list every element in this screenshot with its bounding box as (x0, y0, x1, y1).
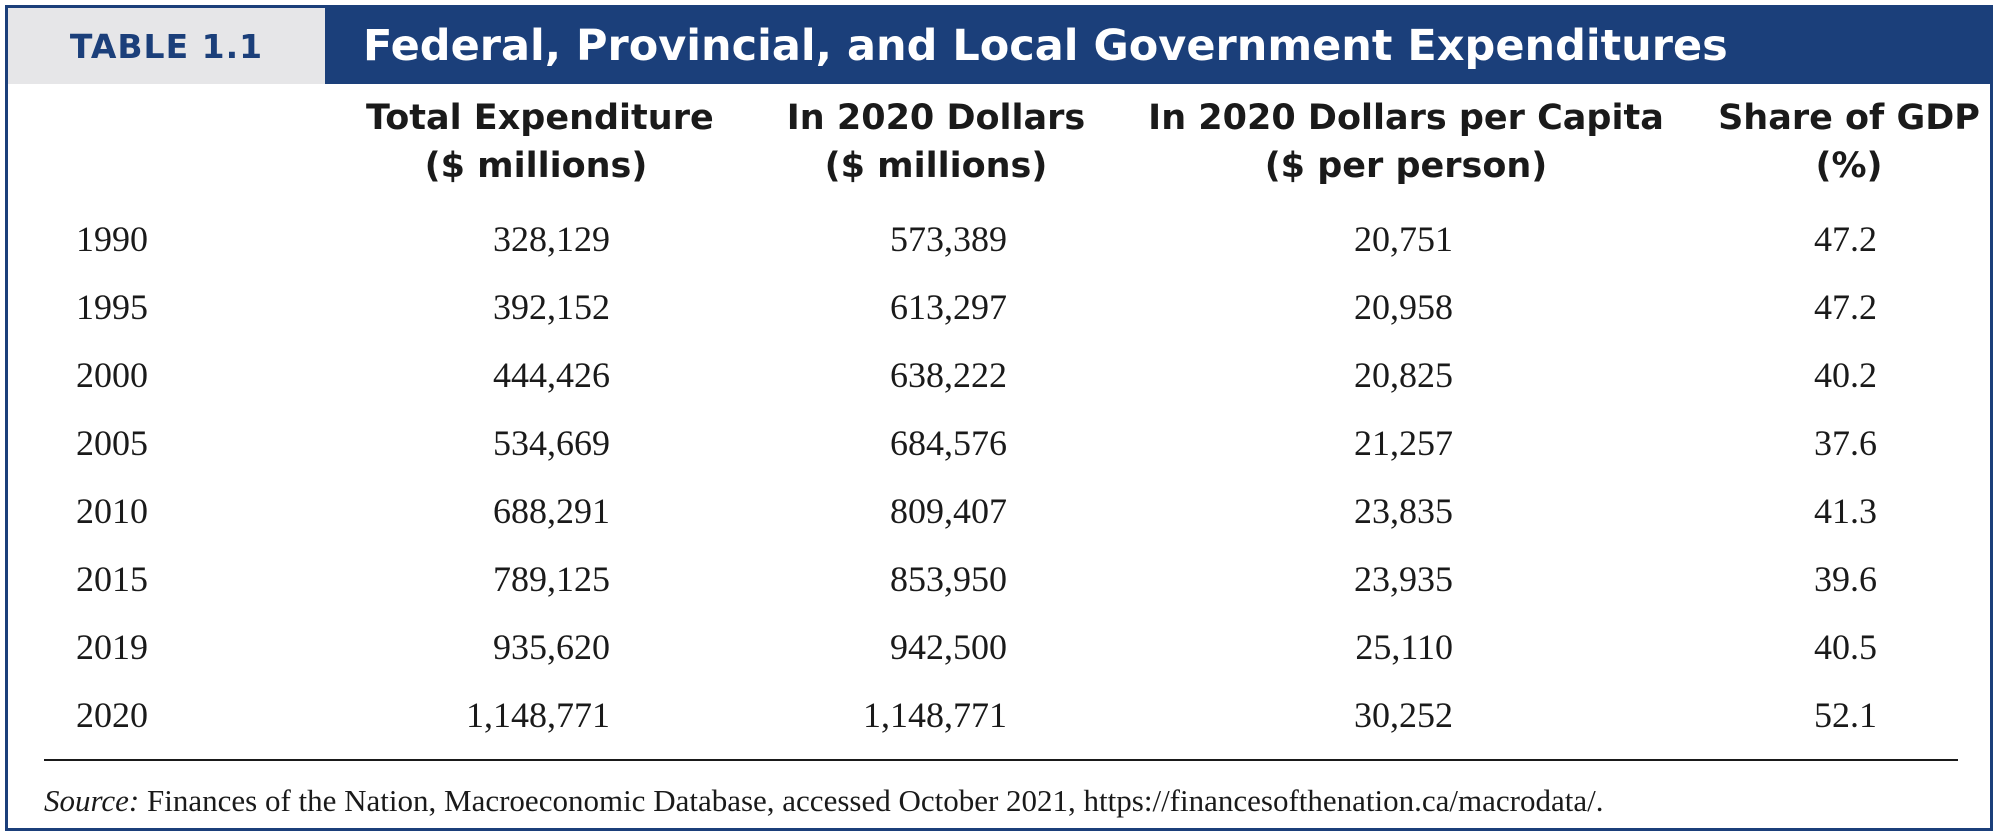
column-header-line: In 2020 Dollars (786, 98, 1086, 138)
per-capita-cell: 20,751 (1354, 219, 1453, 259)
total-expenditure-cell: 534,669 (493, 423, 610, 463)
expenditure-table: TABLE 1.1 Federal, Provincial, and Local… (5, 5, 1993, 831)
gdp-share-cell: 37.6 (1814, 423, 1877, 463)
column-header-line: Share of GDP (1718, 98, 1980, 138)
total-expenditure-cell: 444,426 (493, 355, 610, 395)
real-dollars-cell: 638,222 (890, 355, 1007, 395)
per-capita-cell: 21,257 (1354, 423, 1453, 463)
real-dollars-cell: 942,500 (890, 627, 1007, 667)
total-expenditure-cell: 392,152 (493, 287, 610, 327)
source-label: Source: (44, 783, 140, 818)
year-cell: 1990 (76, 219, 148, 259)
gdp-share-cell: 52.1 (1814, 695, 1877, 735)
real-dollars-cell: 573,389 (890, 219, 1007, 259)
gdp-share-cell: 41.3 (1814, 491, 1877, 531)
year-cell: 2005 (76, 423, 148, 463)
column-header-unit: (%) (1815, 146, 1883, 186)
gdp-share-cell: 40.5 (1814, 627, 1877, 667)
table-row: 2010 688,291 809,407 23,835 41.3 (8, 477, 1990, 545)
column-header-gdp-share: Share of GDP (%) (1708, 94, 1990, 190)
real-dollars-cell: 1,148,771 (863, 695, 1007, 735)
gdp-share-cell: 47.2 (1814, 219, 1877, 259)
column-header-unit: ($ per person) (1264, 146, 1548, 186)
real-dollars-cell: 613,297 (890, 287, 1007, 327)
year-cell: 2010 (76, 491, 148, 531)
per-capita-cell: 25,110 (1355, 627, 1453, 667)
total-expenditure-cell: 935,620 (493, 627, 610, 667)
table-row: 2000 444,426 638,222 20,825 40.2 (8, 341, 1990, 409)
table-row: 2005 534,669 684,576 21,257 37.6 (8, 409, 1990, 477)
table-row: 2019 935,620 942,500 25,110 40.5 (8, 613, 1990, 681)
year-cell: 2020 (76, 695, 148, 735)
year-cell: 2019 (76, 627, 148, 667)
table-header-bar: TABLE 1.1 Federal, Provincial, and Local… (8, 8, 1990, 84)
per-capita-cell: 23,935 (1354, 559, 1453, 599)
column-header-line: In 2020 Dollars per Capita (1148, 98, 1664, 138)
column-headers: Total Expenditure ($ millions) In 2020 D… (8, 94, 1990, 194)
column-header-unit: ($ millions) (824, 146, 1048, 186)
per-capita-cell: 20,958 (1354, 287, 1453, 327)
source-text: Finances of the Nation, Macroeconomic Da… (147, 783, 1604, 818)
per-capita-cell: 20,825 (1354, 355, 1453, 395)
total-expenditure-cell: 1,148,771 (466, 695, 610, 735)
total-expenditure-cell: 789,125 (493, 559, 610, 599)
source-note: Source: Finances of the Nation, Macroeco… (44, 780, 1603, 822)
total-expenditure-cell: 688,291 (493, 491, 610, 531)
real-dollars-cell: 809,407 (890, 491, 1007, 531)
column-header-line: Total Expenditure (366, 98, 714, 138)
column-header-unit: ($ millions) (424, 146, 648, 186)
table-row: 1995 392,152 613,297 20,958 47.2 (8, 273, 1990, 341)
per-capita-cell: 23,835 (1354, 491, 1453, 531)
column-header-per-capita: In 2020 Dollars per Capita ($ per person… (1141, 94, 1671, 190)
real-dollars-cell: 684,576 (890, 423, 1007, 463)
table-row: 2020 1,148,771 1,148,771 30,252 52.1 (8, 681, 1990, 749)
table-title: Federal, Provincial, and Local Governmen… (325, 8, 1990, 84)
year-cell: 1995 (76, 287, 148, 327)
year-cell: 2015 (76, 559, 148, 599)
year-cell: 2000 (76, 355, 148, 395)
total-expenditure-cell: 328,129 (493, 219, 610, 259)
column-header-2020-dollars: In 2020 Dollars ($ millions) (776, 94, 1096, 190)
gdp-share-cell: 39.6 (1814, 559, 1877, 599)
gdp-share-cell: 40.2 (1814, 355, 1877, 395)
real-dollars-cell: 853,950 (890, 559, 1007, 599)
table-number-label: TABLE 1.1 (8, 8, 325, 84)
table-row: 2015 789,125 853,950 23,935 39.6 (8, 545, 1990, 613)
table-row: 1990 328,129 573,389 20,751 47.2 (8, 205, 1990, 273)
per-capita-cell: 30,252 (1354, 695, 1453, 735)
gdp-share-cell: 47.2 (1814, 287, 1877, 327)
column-header-total-expenditure: Total Expenditure ($ millions) (366, 94, 714, 190)
table-footer-divider (44, 759, 1958, 761)
